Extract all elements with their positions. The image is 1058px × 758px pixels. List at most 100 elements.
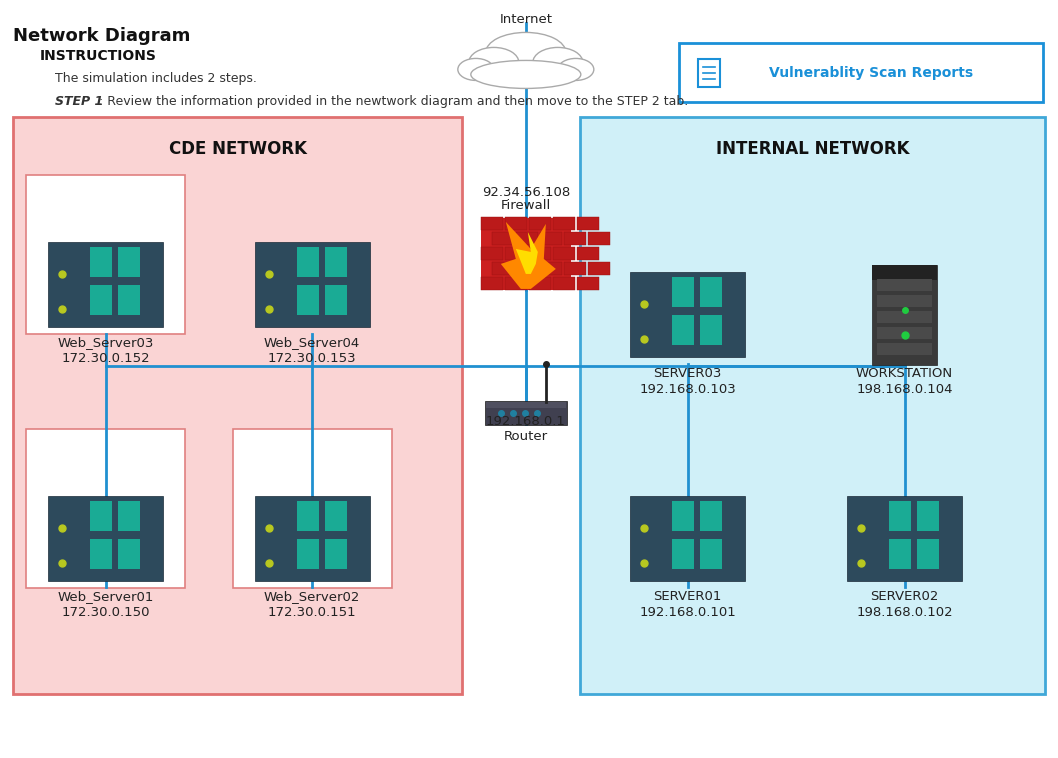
FancyBboxPatch shape bbox=[233, 429, 391, 588]
Text: Vulnerablity Scan Reports: Vulnerablity Scan Reports bbox=[769, 66, 973, 80]
FancyBboxPatch shape bbox=[672, 315, 694, 345]
FancyBboxPatch shape bbox=[917, 501, 940, 531]
FancyBboxPatch shape bbox=[672, 501, 694, 531]
Text: Web_Server01: Web_Server01 bbox=[57, 590, 154, 603]
FancyBboxPatch shape bbox=[516, 232, 537, 245]
FancyBboxPatch shape bbox=[672, 277, 694, 307]
FancyBboxPatch shape bbox=[296, 501, 318, 531]
FancyBboxPatch shape bbox=[580, 117, 1045, 694]
FancyBboxPatch shape bbox=[325, 247, 347, 277]
FancyBboxPatch shape bbox=[505, 277, 527, 290]
FancyBboxPatch shape bbox=[118, 285, 141, 315]
FancyBboxPatch shape bbox=[877, 327, 932, 339]
FancyBboxPatch shape bbox=[672, 539, 694, 568]
FancyBboxPatch shape bbox=[480, 277, 503, 290]
FancyBboxPatch shape bbox=[588, 232, 609, 245]
FancyBboxPatch shape bbox=[529, 277, 551, 290]
Text: Web_Server04: Web_Server04 bbox=[264, 337, 360, 349]
FancyBboxPatch shape bbox=[296, 247, 318, 277]
Text: 92.34.56.108: 92.34.56.108 bbox=[481, 186, 570, 199]
Text: Network Diagram: Network Diagram bbox=[13, 27, 190, 45]
FancyBboxPatch shape bbox=[26, 175, 185, 334]
FancyBboxPatch shape bbox=[872, 265, 937, 365]
Text: Router: Router bbox=[504, 430, 548, 443]
Text: The simulation includes 2 steps.: The simulation includes 2 steps. bbox=[55, 72, 257, 85]
Text: 172.30.0.150: 172.30.0.150 bbox=[61, 606, 150, 619]
Text: SERVER02: SERVER02 bbox=[871, 590, 938, 603]
FancyBboxPatch shape bbox=[700, 501, 723, 531]
Text: Web_Server03: Web_Server03 bbox=[57, 337, 154, 349]
Text: SERVER01: SERVER01 bbox=[654, 590, 722, 603]
FancyBboxPatch shape bbox=[577, 247, 599, 260]
Ellipse shape bbox=[533, 48, 583, 77]
FancyBboxPatch shape bbox=[90, 285, 112, 315]
FancyBboxPatch shape bbox=[255, 496, 369, 581]
Text: 192.168.0.101: 192.168.0.101 bbox=[639, 606, 736, 619]
Text: INSTRUCTIONS: INSTRUCTIONS bbox=[40, 49, 157, 63]
FancyBboxPatch shape bbox=[877, 279, 932, 290]
Text: Web_Server02: Web_Server02 bbox=[263, 590, 361, 603]
FancyBboxPatch shape bbox=[325, 539, 347, 568]
Ellipse shape bbox=[469, 48, 518, 77]
FancyBboxPatch shape bbox=[480, 217, 503, 230]
Text: 198.168.0.102: 198.168.0.102 bbox=[856, 606, 953, 619]
FancyBboxPatch shape bbox=[540, 262, 562, 275]
Text: 172.30.0.153: 172.30.0.153 bbox=[268, 352, 357, 365]
FancyBboxPatch shape bbox=[486, 402, 566, 408]
FancyBboxPatch shape bbox=[700, 277, 723, 307]
FancyBboxPatch shape bbox=[700, 315, 723, 345]
FancyBboxPatch shape bbox=[505, 247, 527, 260]
FancyBboxPatch shape bbox=[13, 117, 462, 694]
FancyBboxPatch shape bbox=[877, 311, 932, 323]
Text: 172.30.0.152: 172.30.0.152 bbox=[61, 352, 150, 365]
Text: Internet: Internet bbox=[499, 14, 552, 27]
Text: 192.168.0.1: 192.168.0.1 bbox=[486, 415, 566, 428]
FancyBboxPatch shape bbox=[877, 343, 932, 355]
FancyBboxPatch shape bbox=[889, 539, 911, 568]
Ellipse shape bbox=[558, 58, 594, 80]
FancyBboxPatch shape bbox=[877, 295, 932, 306]
Ellipse shape bbox=[458, 58, 494, 80]
FancyBboxPatch shape bbox=[492, 262, 514, 275]
FancyBboxPatch shape bbox=[325, 285, 347, 315]
Text: Firewall: Firewall bbox=[500, 199, 551, 212]
FancyBboxPatch shape bbox=[529, 247, 551, 260]
Text: 172.30.0.151: 172.30.0.151 bbox=[268, 606, 357, 619]
Ellipse shape bbox=[486, 33, 566, 73]
Polygon shape bbox=[500, 222, 555, 289]
Text: 198.168.0.104: 198.168.0.104 bbox=[856, 383, 953, 396]
Text: CDE NETWORK: CDE NETWORK bbox=[168, 140, 307, 158]
FancyBboxPatch shape bbox=[553, 217, 574, 230]
FancyBboxPatch shape bbox=[325, 501, 347, 531]
FancyBboxPatch shape bbox=[553, 247, 574, 260]
Text: WORKSTATION: WORKSTATION bbox=[856, 367, 953, 380]
FancyBboxPatch shape bbox=[700, 539, 723, 568]
FancyBboxPatch shape bbox=[485, 401, 567, 425]
FancyBboxPatch shape bbox=[49, 242, 163, 327]
FancyBboxPatch shape bbox=[577, 217, 599, 230]
Ellipse shape bbox=[471, 61, 581, 89]
FancyBboxPatch shape bbox=[480, 218, 571, 290]
FancyBboxPatch shape bbox=[118, 247, 141, 277]
FancyBboxPatch shape bbox=[90, 501, 112, 531]
FancyBboxPatch shape bbox=[296, 285, 318, 315]
FancyBboxPatch shape bbox=[553, 277, 574, 290]
Text: INTERNAL NETWORK: INTERNAL NETWORK bbox=[716, 140, 909, 158]
Text: 192.168.0.103: 192.168.0.103 bbox=[639, 383, 736, 396]
FancyBboxPatch shape bbox=[631, 272, 745, 357]
Text: SERVER03: SERVER03 bbox=[654, 367, 722, 380]
FancyBboxPatch shape bbox=[296, 539, 318, 568]
FancyBboxPatch shape bbox=[847, 496, 962, 581]
FancyBboxPatch shape bbox=[872, 265, 937, 280]
FancyBboxPatch shape bbox=[49, 496, 163, 581]
FancyBboxPatch shape bbox=[889, 501, 911, 531]
FancyBboxPatch shape bbox=[631, 496, 745, 581]
FancyBboxPatch shape bbox=[516, 262, 537, 275]
FancyBboxPatch shape bbox=[90, 247, 112, 277]
Text: STEP 1: STEP 1 bbox=[55, 95, 104, 108]
FancyBboxPatch shape bbox=[492, 232, 514, 245]
FancyBboxPatch shape bbox=[255, 242, 369, 327]
Polygon shape bbox=[516, 232, 537, 274]
FancyBboxPatch shape bbox=[564, 232, 586, 245]
FancyBboxPatch shape bbox=[118, 539, 141, 568]
